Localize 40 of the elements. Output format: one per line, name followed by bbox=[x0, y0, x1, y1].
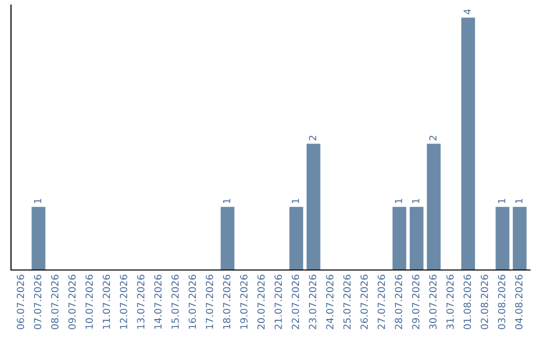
x-tick-label: 08.07.2026 bbox=[51, 274, 59, 330]
x-tick-label: 23.07.2026 bbox=[308, 274, 316, 330]
x-tick-label: 15.07.2026 bbox=[171, 274, 179, 329]
x-tick-label: 14.07.2026 bbox=[154, 274, 162, 329]
x-tick-label: 12.07.2026 bbox=[120, 274, 128, 329]
x-tick-label: 20.07.2026 bbox=[257, 274, 265, 330]
data-label: 4 bbox=[464, 9, 471, 14]
x-tick-label: 30.07.2026 bbox=[429, 274, 437, 330]
x-tick-label: 31.07.2026 bbox=[446, 274, 454, 330]
data-label: 1 bbox=[498, 198, 506, 204]
x-tick-label: 22.07.2026 bbox=[292, 274, 300, 330]
x-tick-label: 24.07.2026 bbox=[326, 274, 334, 330]
x-tick-label: 29.07.2026 bbox=[412, 274, 420, 330]
data-label: 2 bbox=[429, 136, 436, 140]
x-tick-label: 11.07.2026 bbox=[102, 274, 110, 329]
x-tick-label: 02.08.2026 bbox=[480, 274, 488, 330]
x-tick-label: 13.07.2026 bbox=[137, 274, 144, 329]
data-label: 1 bbox=[292, 198, 299, 204]
data-label: 2 bbox=[308, 136, 316, 140]
x-tick-label: 25.07.2026 bbox=[343, 274, 351, 330]
x-tick-label: 06.07.2026 bbox=[16, 274, 24, 330]
x-tick-label: 28.07.2026 bbox=[394, 274, 402, 330]
x-tick-label: 21.07.2026 bbox=[274, 274, 282, 330]
data-label: 1 bbox=[412, 198, 420, 204]
data-label: 1 bbox=[223, 198, 230, 204]
data-label: 1 bbox=[515, 198, 522, 204]
x-tick-label: 27.07.2026 bbox=[378, 274, 386, 330]
x-tick-label: 19.07.2026 bbox=[240, 274, 248, 329]
x-tick-label: 04.08.2026 bbox=[515, 274, 523, 330]
x-tick-label: 03.08.2026 bbox=[498, 274, 506, 330]
x-tick-label: 26.07.2026 bbox=[360, 274, 368, 330]
data-label: 1 bbox=[394, 198, 402, 204]
x-tick-label: 10.07.2026 bbox=[86, 274, 93, 329]
x-tick-label: 18.07.2026 bbox=[223, 274, 230, 329]
x-tick-label: 17.07.2026 bbox=[206, 274, 214, 329]
x-tick-label: 07.07.2026 bbox=[34, 274, 42, 330]
x-tick-label: 16.07.2026 bbox=[188, 274, 196, 329]
x-tick-label: 01.08.2026 bbox=[464, 274, 471, 330]
data-label: 1 bbox=[34, 198, 42, 204]
x-tick-label: 09.07.2026 bbox=[68, 274, 76, 330]
